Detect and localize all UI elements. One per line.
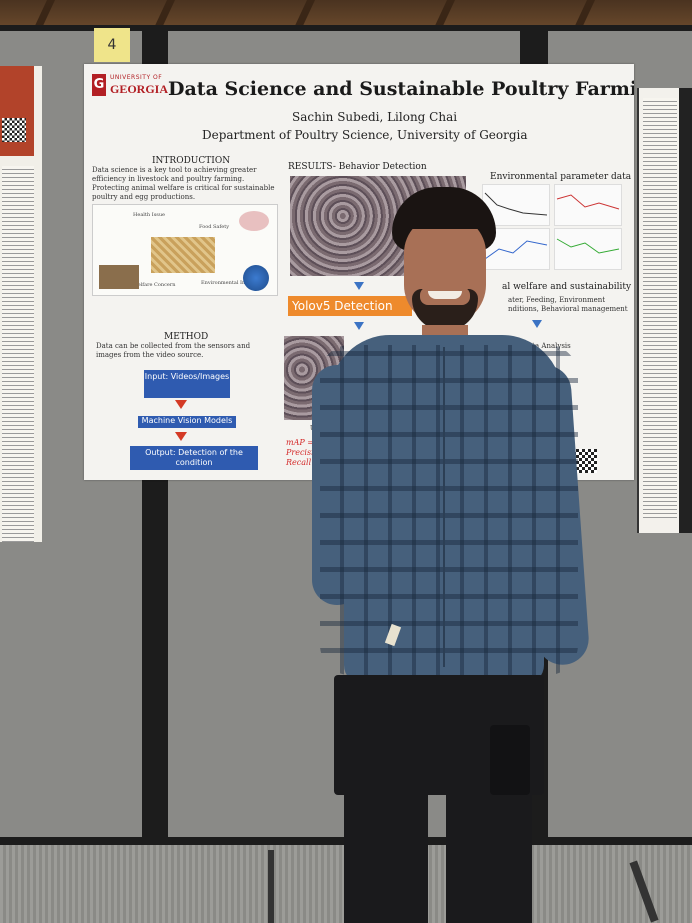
cycle-label: Environmental Impact — [201, 280, 258, 286]
environment-chart — [554, 228, 622, 270]
metric-precision: Precision — [286, 448, 324, 457]
yolov5-detection-banner: Yolov5 Detection — [288, 296, 412, 316]
booth-number-tag: 4 — [94, 28, 130, 62]
introduction-heading: INTRODUCTION — [152, 156, 231, 166]
poster-authors: Sachin Subedi, Lilong Chai — [292, 110, 458, 124]
poster-header-strip — [0, 66, 34, 156]
qr-code — [2, 118, 26, 142]
environment-chart-line — [484, 240, 548, 260]
method-step-output: Output: Detection of the condition — [130, 446, 258, 470]
presenter-teeth — [428, 291, 462, 299]
data-analysis-label: ata Analysis — [528, 342, 571, 351]
red-down-arrow — [175, 400, 187, 409]
blue-down-arrow — [354, 322, 364, 330]
uga-logo-mark: G — [92, 74, 106, 96]
results-heading: RESULTS- Behavior Detection — [288, 162, 427, 172]
environment-chart — [554, 184, 622, 226]
poster-side-strip — [679, 88, 692, 533]
red-down-arrow — [175, 432, 187, 441]
environment-chart-line — [556, 194, 620, 210]
presenter-right-leg — [446, 785, 532, 923]
poster-title: Data Science and Sustainable Poultry Far… — [168, 78, 634, 100]
environment-chart-line — [484, 192, 548, 216]
cargo-pocket — [490, 725, 530, 795]
blue-down-arrow — [354, 282, 364, 290]
presenter-hairline — [396, 203, 492, 229]
environment-heading: Environmental parameter data — [490, 172, 632, 182]
method-heading: METHOD — [164, 332, 209, 342]
presenter-left-leg — [344, 785, 428, 923]
uga-logo: G UNIVERSITY OF GEORGIA — [92, 72, 168, 98]
presenter-shirt-pattern — [320, 345, 578, 675]
method-text: Data can be collected from the sensors a… — [96, 342, 251, 359]
contaminated-icon — [239, 211, 269, 231]
welfare-text: ater, Feeding, Environment nditions, Beh… — [508, 296, 628, 313]
blue-down-arrow — [532, 320, 542, 328]
cycle-label: Welfare Concern — [133, 282, 176, 288]
uga-logo-line2: GEORGIA — [110, 82, 169, 96]
introduction-text: Data science is a key tool to achieving … — [92, 166, 275, 201]
poster-text-block — [2, 166, 34, 542]
presenter-person — [300, 185, 591, 923]
neighbor-poster-right — [637, 88, 692, 533]
welfare-image — [99, 265, 139, 289]
uga-logo-line1: UNIVERSITY OF — [110, 74, 163, 81]
poster-text-block — [643, 98, 677, 518]
qr-code — [573, 449, 597, 473]
board-leg — [268, 850, 274, 923]
globe-icon — [243, 265, 269, 291]
presenter-left-sleeve — [312, 365, 362, 605]
metric-recall: Recall = — [286, 458, 321, 467]
presenter-shirt-placket — [443, 347, 445, 667]
welfare-heading: al welfare and sustainability — [502, 282, 632, 292]
poultry-house-image — [151, 237, 215, 273]
environment-chart-line — [556, 238, 620, 254]
poster-department: Department of Poultry Science, Universit… — [202, 128, 528, 142]
metric-map: mAP = 0.7 — [286, 438, 330, 447]
cycle-label: Health Issue — [133, 212, 166, 218]
method-step-input: Input: Videos/Images — [144, 370, 230, 398]
neighbor-poster-left — [0, 66, 42, 542]
method-step-model: Machine Vision Models — [138, 416, 236, 428]
cycle-label: Food Safety — [199, 224, 230, 230]
welfare-cycle-diagram: Health Issue Food Safety Environmental I… — [92, 204, 278, 296]
board-top-rail — [0, 25, 692, 31]
